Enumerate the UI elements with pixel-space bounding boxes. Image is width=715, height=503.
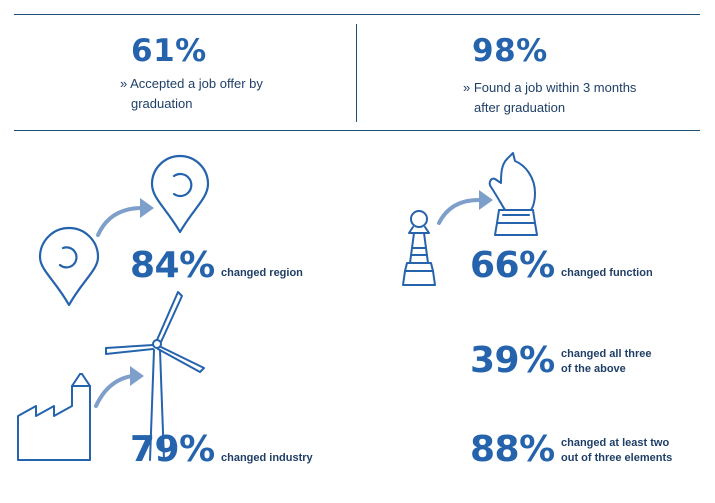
changed-two-of-three-label: changed at least two out of three elemen… xyxy=(561,436,672,466)
changed-function-label: changed function xyxy=(561,267,653,279)
job-offer-description: » Accepted a job offer by graduation xyxy=(120,74,263,114)
changed-region-label: changed region xyxy=(221,267,303,279)
middle-divider xyxy=(14,130,700,131)
job-found-line1: » Found a job within 3 months xyxy=(463,80,637,95)
job-found-percent: 98% xyxy=(472,33,548,69)
changed-all-three-percent: 39% xyxy=(470,340,555,381)
vertical-divider xyxy=(356,24,357,122)
changed-function-percent: 66% xyxy=(470,245,555,286)
changed-all-three-label: changed all three of the above xyxy=(561,347,651,377)
changed-two-of-three-percent: 88% xyxy=(470,429,555,470)
chess-piece-icon xyxy=(402,152,538,286)
changed-industry-percent: 79% xyxy=(130,429,215,470)
changed-all-three-line2: of the above xyxy=(561,363,626,375)
location-pin-icon xyxy=(38,154,210,307)
job-offer-line1: » Accepted a job offer by xyxy=(120,76,263,91)
job-offer-line2: graduation xyxy=(131,96,193,111)
changed-region-percent: 84% xyxy=(130,245,215,286)
job-found-description: » Found a job within 3 months after grad… xyxy=(463,78,636,118)
changed-two-of-three-line1: changed at least two xyxy=(561,437,670,449)
job-offer-percent: 61% xyxy=(131,33,207,69)
factory-wind-turbine-icon xyxy=(17,291,205,461)
job-found-line2: after graduation xyxy=(474,100,566,115)
changed-all-three-line1: changed all three xyxy=(561,348,652,360)
changed-industry-label: changed industry xyxy=(221,452,313,464)
top-divider xyxy=(14,14,700,15)
changed-two-of-three-line2: out of three elements xyxy=(561,452,673,464)
